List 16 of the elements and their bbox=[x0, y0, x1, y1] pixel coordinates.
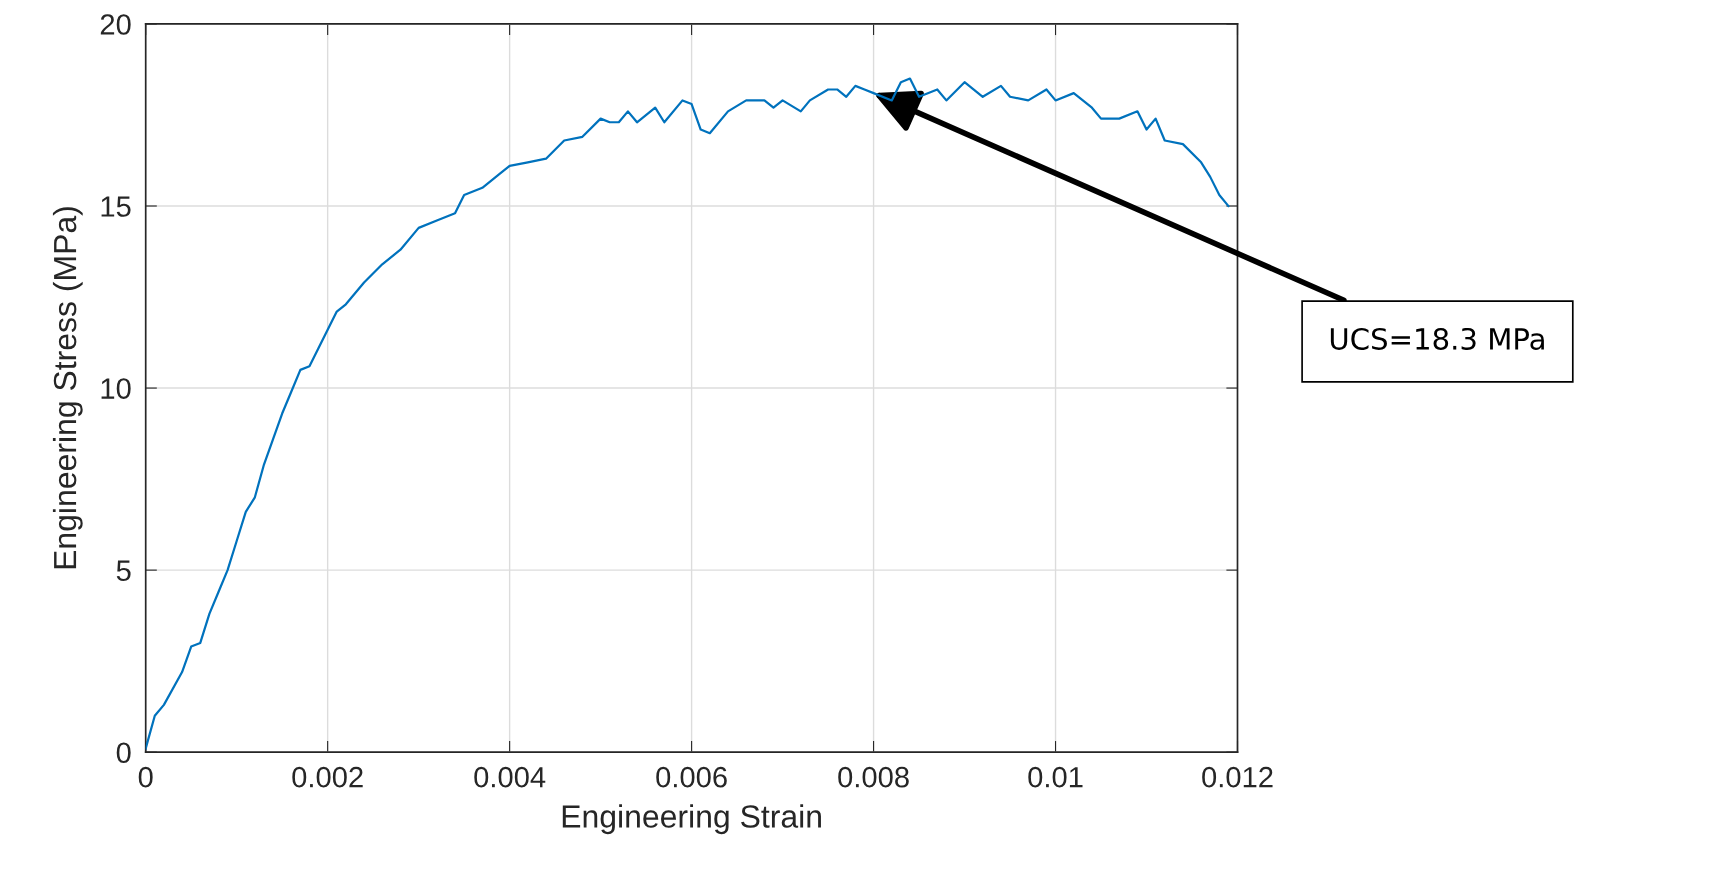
x-tick-label: 0.004 bbox=[474, 766, 546, 788]
x-tick-label: 0.008 bbox=[838, 766, 909, 788]
x-tick-label: 0.006 bbox=[656, 766, 727, 788]
x-tick-label: 0.002 bbox=[292, 766, 363, 788]
y-tick-label: 20 bbox=[100, 14, 131, 35]
x-tick-label: 0.012 bbox=[1202, 766, 1273, 788]
y-tick-label: 5 bbox=[116, 560, 131, 581]
y-tick-label: 15 bbox=[101, 196, 131, 217]
x-axis-title: Engineering Strain bbox=[562, 804, 821, 835]
annotation: UCS=18.3 MPa bbox=[1330, 327, 1544, 350]
y-tick-label: 0 bbox=[116, 742, 131, 764]
y-tick-label: 10 bbox=[101, 378, 131, 399]
x-tick-label: 0.01 bbox=[1028, 766, 1083, 788]
x-tick-label: 0 bbox=[138, 766, 153, 788]
line-series bbox=[145, 77, 1230, 750]
y-axis-title: Engineering Stress (MPa) bbox=[52, 207, 83, 569]
